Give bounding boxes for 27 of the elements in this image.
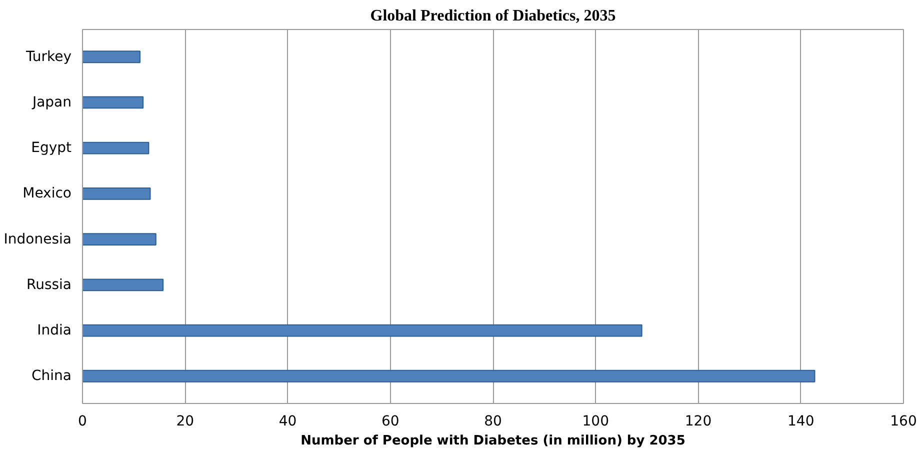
- y-tick-label: Egypt: [31, 140, 72, 156]
- x-tick-label: 60: [381, 414, 400, 430]
- bar: [82, 142, 150, 154]
- x-tick-label: 0: [78, 414, 87, 430]
- x-tick-label: 20: [176, 414, 194, 430]
- x-tick-label: 100: [582, 414, 609, 430]
- bar: [82, 96, 144, 109]
- bar: [82, 278, 164, 292]
- chart-title: Global Prediction of Diabetics, 2035: [370, 8, 616, 24]
- bar: [82, 233, 156, 246]
- x-tick-label: 80: [484, 414, 502, 430]
- y-tick-label: China: [32, 368, 72, 384]
- bar: [82, 187, 151, 200]
- bar: [82, 50, 140, 64]
- y-tick-label: Japan: [31, 94, 72, 110]
- x-tick-label: 140: [788, 414, 814, 430]
- y-tick-label: Turkey: [24, 48, 72, 65]
- x-tick-label: 120: [684, 414, 712, 430]
- y-tick-label: Indonesia: [4, 231, 72, 248]
- y-tick-label: India: [37, 322, 72, 339]
- x-tick-label: 160: [890, 414, 917, 430]
- y-tick-label: Mexico: [22, 186, 72, 202]
- x-axis-title: Number of People with Diabetes (in million) by 2035: [300, 434, 686, 448]
- bar: [82, 324, 642, 337]
- y-tick-label: Russia: [26, 276, 72, 293]
- x-tick-label: 40: [278, 414, 297, 430]
- bar: [82, 370, 816, 382]
